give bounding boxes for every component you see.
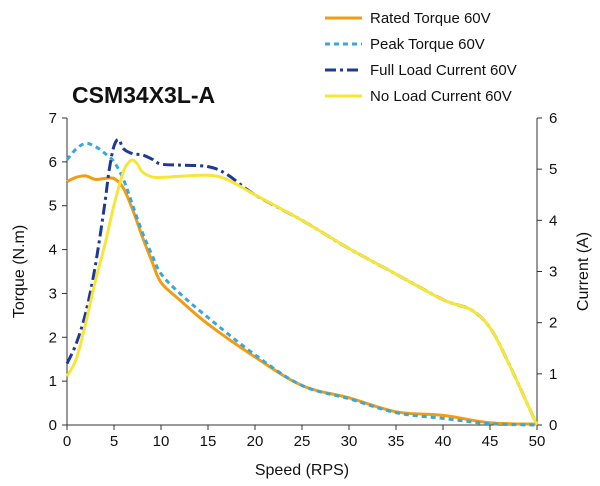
- chart-title: CSM34X3L-A: [72, 82, 216, 108]
- y-tick-label: 3: [49, 285, 57, 302]
- series-line-0: [66, 174, 538, 426]
- y-tick-label: 6: [49, 154, 57, 171]
- y-axis-label: Torque (N.m): [11, 225, 28, 318]
- series-line-3: [65, 158, 539, 426]
- series-lines: [65, 137, 539, 427]
- y2-tick-label: 0: [549, 417, 557, 434]
- x-tick-label: 35: [388, 433, 405, 450]
- x-tick-label: 45: [482, 433, 499, 450]
- legend-label: Full Load Current 60V: [370, 62, 517, 79]
- legend-label: No Load Current 60V: [370, 88, 512, 105]
- y2-tick-label: 3: [549, 264, 557, 281]
- x-axis-label: Speed (RPS): [255, 462, 349, 479]
- x-tick-label: 50: [529, 433, 546, 450]
- series-line-1: [65, 141, 538, 427]
- y2-tick-label: 2: [549, 315, 557, 332]
- y2-tick-label: 5: [549, 161, 557, 178]
- legend-label: Peak Torque 60V: [370, 36, 485, 53]
- y2-tick-label: 4: [549, 212, 557, 229]
- y-tick-label: 4: [49, 242, 57, 259]
- legend: Rated Torque 60V Peak Torque 60V Full Load…: [325, 10, 517, 105]
- x-tick-label: 30: [341, 433, 358, 450]
- y2-tick-label: 1: [549, 366, 557, 383]
- x-tick-label: 0: [63, 433, 71, 450]
- y2-tick-label: 6: [549, 110, 557, 127]
- y-tick-label: 0: [49, 417, 57, 434]
- series-line-2: [65, 137, 539, 426]
- y-tick-label: 5: [49, 198, 57, 215]
- x-tick-label: 15: [200, 433, 217, 450]
- x-tick-label: 40: [435, 433, 452, 450]
- y-tick-label: 1: [49, 373, 57, 390]
- y-tick-label: 2: [49, 329, 57, 346]
- x-tick-label: 20: [247, 433, 264, 450]
- x-tick-label: 25: [294, 433, 311, 450]
- y2-axis-label: Current (A): [575, 232, 592, 311]
- legend-label: Rated Torque 60V: [370, 10, 491, 27]
- x-tick-label: 10: [153, 433, 170, 450]
- y-tick-label: 7: [49, 110, 57, 127]
- x-tick-label: 5: [110, 433, 118, 450]
